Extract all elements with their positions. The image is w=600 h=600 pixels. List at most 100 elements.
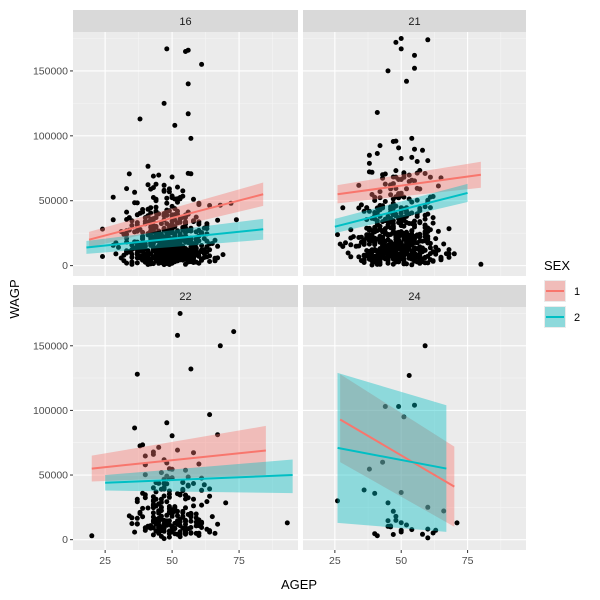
- data-point: [132, 529, 138, 535]
- data-point: [193, 511, 199, 517]
- data-point: [398, 215, 404, 221]
- data-point: [430, 220, 436, 226]
- data-point: [417, 256, 423, 262]
- data-point: [377, 189, 383, 195]
- data-point: [380, 175, 386, 181]
- data-point: [401, 171, 407, 177]
- data-point: [215, 217, 221, 223]
- data-point: [335, 232, 340, 238]
- data-point: [406, 172, 412, 178]
- data-point: [422, 216, 428, 222]
- x-tick-label: 75: [233, 555, 245, 567]
- data-point: [420, 238, 425, 244]
- data-point: [430, 194, 436, 199]
- data-point: [199, 61, 205, 67]
- data-point: [358, 202, 364, 208]
- data-point: [382, 171, 388, 177]
- data-point: [425, 37, 431, 43]
- data-point: [374, 255, 380, 261]
- data-point: [412, 52, 417, 58]
- data-point: [393, 513, 399, 519]
- data-point: [158, 470, 164, 476]
- data-point: [350, 234, 356, 240]
- data-point: [177, 491, 183, 497]
- facet-panel-16: 16 0 50000 100000 150000: [33, 10, 298, 276]
- legend-label: 2: [574, 312, 580, 324]
- data-point: [433, 236, 439, 242]
- data-point: [161, 225, 167, 231]
- data-point: [191, 503, 196, 509]
- data-point: [374, 222, 380, 228]
- data-point: [398, 46, 404, 52]
- data-point: [161, 493, 167, 499]
- data-point: [361, 241, 367, 247]
- data-point: [169, 529, 175, 535]
- data-point: [156, 444, 162, 450]
- data-point: [398, 529, 404, 535]
- data-point: [158, 221, 164, 227]
- data-point: [409, 154, 415, 160]
- data-point: [409, 262, 415, 268]
- data-point: [433, 527, 439, 533]
- facet-panel-24: 24 25 50 75: [303, 285, 526, 567]
- data-point: [382, 249, 388, 254]
- data-point: [427, 174, 433, 180]
- data-point: [134, 212, 140, 218]
- data-point: [156, 522, 162, 528]
- data-point: [196, 238, 202, 244]
- y-tick-label: 50000: [39, 470, 68, 482]
- data-point: [188, 366, 194, 372]
- data-point: [425, 504, 431, 510]
- confidence-band-sex-1: [337, 161, 481, 204]
- facet-panel-22: 22 0 50000 100000 150000 25 50 75: [33, 285, 298, 567]
- data-point: [414, 197, 420, 203]
- data-point: [169, 227, 175, 233]
- data-point: [393, 240, 399, 246]
- data-point: [188, 171, 194, 177]
- confidence-band-sex-1: [89, 182, 264, 248]
- data-point: [446, 226, 452, 232]
- data-point: [409, 242, 415, 248]
- data-point: [382, 216, 388, 222]
- data-point: [441, 508, 447, 514]
- data-point: [369, 232, 375, 238]
- data-point: [364, 225, 370, 231]
- data-point: [422, 204, 428, 210]
- data-point: [417, 234, 423, 240]
- data-point: [183, 214, 188, 220]
- data-point: [390, 196, 396, 202]
- data-point: [390, 181, 396, 187]
- data-point: [396, 258, 402, 264]
- data-point: [129, 259, 135, 265]
- data-point: [446, 254, 452, 260]
- data-point: [169, 246, 175, 252]
- data-point: [478, 261, 484, 267]
- regression-line-sex-2: [86, 228, 264, 249]
- data-point: [110, 217, 116, 223]
- data-point: [134, 496, 140, 502]
- data-point: [374, 218, 380, 224]
- data-point: [185, 111, 191, 117]
- regression-line-sex-2: [105, 474, 293, 484]
- data-point: [156, 526, 162, 532]
- data-point: [196, 200, 202, 206]
- data-point: [374, 151, 380, 156]
- data-point: [393, 174, 399, 180]
- data-point: [388, 249, 394, 255]
- data-point: [185, 474, 191, 480]
- data-point: [382, 226, 388, 232]
- data-point: [220, 252, 226, 258]
- data-point: [153, 181, 159, 187]
- y-tick-label: 100000: [33, 130, 68, 142]
- y-tick-label: 50000: [39, 195, 68, 207]
- data-point: [372, 198, 378, 203]
- data-point: [343, 240, 348, 246]
- data-point: [145, 163, 151, 169]
- data-point: [420, 147, 425, 153]
- regression-line-sex-1: [91, 449, 266, 470]
- data-point: [212, 258, 218, 264]
- data-point: [185, 482, 191, 488]
- data-point: [183, 220, 188, 226]
- data-point: [169, 260, 175, 266]
- data-point: [124, 186, 130, 192]
